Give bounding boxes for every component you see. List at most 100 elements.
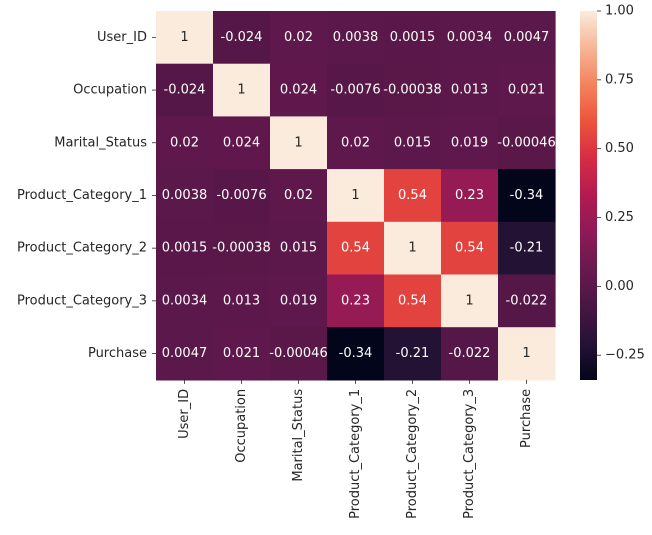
- colorbar-tick-label: 0.00: [605, 279, 634, 294]
- cell-value-label: 0.0047: [504, 30, 550, 45]
- cell-value-label: 0.0034: [162, 293, 208, 308]
- cell-value-label: 1: [180, 30, 188, 45]
- cell-value-label: 1: [465, 293, 473, 308]
- cell-value-label: -0.00046: [269, 346, 327, 361]
- y-tick-label: Product_Category_3: [17, 293, 147, 308]
- cell-value-label: 0.02: [284, 188, 313, 203]
- heatmap-cell: [213, 327, 271, 381]
- heatmap-cell: [156, 327, 214, 381]
- cell-value-label: -0.00046: [497, 135, 555, 150]
- heatmap-cell: [498, 221, 556, 276]
- cell-value-label: 1: [408, 241, 416, 256]
- cell-value-label: -0.00038: [383, 83, 441, 98]
- cell-value-label: 0.015: [280, 241, 317, 256]
- heatmap-cell: [270, 169, 328, 223]
- cell-value-label: -0.024: [221, 30, 263, 45]
- cell-value-label: 0.23: [341, 293, 370, 308]
- cell-value-label: -0.0076: [330, 83, 380, 98]
- heatmap-cell: [156, 274, 214, 328]
- heatmap-cell: [270, 221, 328, 276]
- cell-value-label: 0.0034: [447, 30, 493, 45]
- heatmap-cell: [327, 327, 385, 381]
- colorbar-tick-label: 0.50: [605, 141, 634, 156]
- colorbar-tick-label: 1.00: [605, 4, 634, 19]
- heatmap-cell: [441, 221, 499, 276]
- heatmap-cell: [156, 221, 214, 276]
- heatmap-cell: [441, 274, 499, 328]
- colorbar-tick-label: 0.25: [605, 210, 634, 225]
- cell-value-label: 0.013: [451, 83, 488, 98]
- y-axis-tick-labels: User_ID Occupation Marital_Status Product_C…: [17, 30, 156, 361]
- heatmap-cell: [441, 116, 499, 170]
- heatmap-cell: [498, 63, 556, 117]
- y-tick-label: Purchase: [88, 346, 147, 361]
- cell-value-label: 0.0047: [162, 346, 208, 361]
- y-tick-label: Product_Category_2: [17, 241, 147, 256]
- cell-value-label: 1: [237, 83, 245, 98]
- heatmap-cell: [441, 11, 499, 65]
- cell-value-label: 0.019: [280, 293, 317, 308]
- x-tick-label: Marital_Status: [291, 389, 306, 482]
- y-tick-label: Occupation: [73, 83, 147, 98]
- cell-value-label: 0.013: [223, 293, 260, 308]
- x-tick-label: Product_Category_3: [462, 389, 477, 519]
- cell-value-label: 0.0038: [162, 188, 208, 203]
- colorbar: 1.00 0.75 0.50 0.25 0.00 −0.25: [580, 4, 645, 380]
- heatmap-cell: [213, 221, 271, 276]
- cell-value-label: 1: [294, 135, 302, 150]
- heatmap-cell: [327, 221, 385, 276]
- cell-value-label: -0.34: [510, 188, 544, 203]
- cell-value-label: 0.019: [451, 135, 488, 150]
- heatmap-cell: [384, 169, 442, 223]
- heatmap-cell: [498, 169, 556, 223]
- heatmap-cell: [213, 116, 271, 170]
- heatmap-cell: [498, 327, 556, 381]
- colorbar-tick-label: 0.75: [605, 72, 634, 87]
- heatmap-cell: [156, 63, 214, 117]
- heatmap-cell: [270, 327, 328, 381]
- cell-value-label: 0.54: [455, 241, 484, 256]
- heatmap-cell: [384, 116, 442, 170]
- cell-value-label: -0.21: [510, 241, 544, 256]
- y-tick-label: Marital_Status: [54, 135, 147, 150]
- x-tick-label: User_ID: [177, 389, 192, 439]
- colorbar-gradient: [580, 11, 597, 380]
- heatmap-cell: [498, 274, 556, 328]
- heatmap-cell: [213, 169, 271, 223]
- heatmap-cell: [384, 327, 442, 381]
- heatmap-cell: [270, 116, 328, 170]
- heatmap-cell: [270, 63, 328, 117]
- cell-value-label: 0.021: [508, 83, 545, 98]
- cell-value-label: 0.0015: [162, 241, 208, 256]
- cell-value-label: -0.00038: [212, 241, 270, 256]
- heatmap-cell: [213, 274, 271, 328]
- y-tick-label: Product_Category_1: [17, 188, 147, 203]
- cell-value-label: 0.024: [223, 135, 260, 150]
- heatmap-cell: [327, 169, 385, 223]
- heatmap-cell: [156, 116, 214, 170]
- cell-value-label: 0.015: [394, 135, 431, 150]
- cell-value-label: 0.02: [341, 135, 370, 150]
- x-tick-label: Product_Category_1: [348, 389, 363, 519]
- heatmap-cell: [270, 11, 328, 65]
- heatmap-cell: [441, 169, 499, 223]
- heatmap-cell: [441, 327, 499, 381]
- heatmap-cell: [156, 11, 214, 65]
- cell-value-label: 0.54: [398, 293, 427, 308]
- heatmap-cells: 1 -0.024 0.02 0.0038 0.0015 0.0034 0.0047 -0.02…: [156, 11, 556, 381]
- cell-value-label: 0.23: [455, 188, 484, 203]
- heatmap-cell: [156, 169, 214, 223]
- cell-value-label: 0.021: [223, 346, 260, 361]
- cell-value-label: -0.024: [164, 83, 206, 98]
- cell-value-label: 0.02: [170, 135, 199, 150]
- cell-value-label: 0.02: [284, 30, 313, 45]
- cell-value-label: 0.54: [341, 241, 370, 256]
- cell-value-label: -0.022: [506, 293, 548, 308]
- x-tick-label: Purchase: [519, 389, 534, 448]
- heatmap-cell: [384, 63, 442, 117]
- cell-value-label: 1: [351, 188, 359, 203]
- heatmap-cell: [327, 11, 385, 65]
- heatmap-cell: [498, 11, 556, 65]
- heatmap-cell: [498, 116, 556, 170]
- heatmap-cell: [384, 274, 442, 328]
